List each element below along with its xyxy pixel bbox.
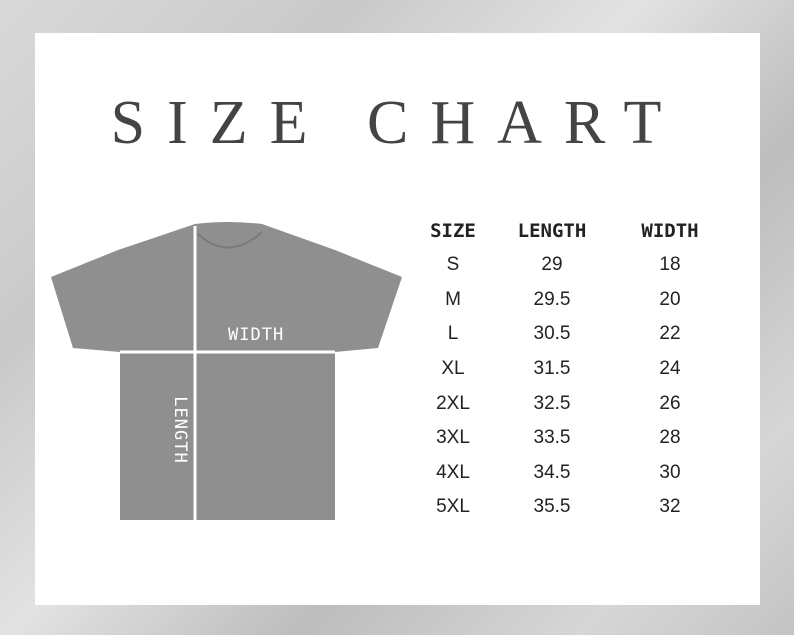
cell-width: 30: [659, 461, 681, 483]
table-row: 4XL 34.5 30: [416, 456, 726, 491]
size-table: SIZE LENGTH WIDTH S 29 18 M 29.5 20 L 30.5 22 XL 3…: [416, 214, 726, 525]
cell-length: 35.5: [533, 496, 571, 518]
cell-width: 26: [659, 392, 681, 414]
cell-length: 29.5: [533, 288, 571, 310]
table-row: XL 31.5 24: [416, 352, 726, 387]
cell-length: 34.5: [533, 461, 571, 483]
table-row: S 29 18: [416, 248, 726, 283]
cell-length: 32.5: [533, 392, 571, 414]
cell-length: 31.5: [533, 358, 571, 380]
table-header: SIZE LENGTH WIDTH: [416, 214, 726, 248]
collar: [197, 231, 263, 249]
cell-size: XL: [441, 358, 465, 380]
cell-length: 30.5: [533, 323, 571, 345]
cell-size: 5XL: [436, 496, 470, 518]
cell-size: 2XL: [436, 392, 470, 414]
cell-width: 22: [659, 323, 681, 345]
cell-size: M: [445, 288, 461, 310]
width-label: WIDTH: [228, 325, 285, 345]
header-length: LENGTH: [517, 220, 587, 242]
cell-size: 3XL: [436, 427, 470, 449]
table-row: M 29.5 20: [416, 283, 726, 318]
cell-length: 29: [541, 254, 563, 276]
length-label: LENGTH: [170, 396, 190, 464]
table-row: 5XL 35.5 32: [416, 490, 726, 525]
table-row: 2XL 32.5 26: [416, 386, 726, 421]
cell-size: L: [447, 323, 459, 345]
cell-size: S: [446, 254, 460, 276]
cell-width: 20: [659, 288, 681, 310]
table-row: L 30.5 22: [416, 317, 726, 352]
cell-width: 32: [659, 496, 681, 518]
cell-size: 4XL: [436, 461, 470, 483]
cell-width: 24: [659, 358, 681, 380]
cell-width: 28: [659, 427, 681, 449]
header-width: WIDTH: [641, 220, 699, 242]
table-row: 3XL 33.5 28: [416, 421, 726, 456]
cell-width: 18: [659, 254, 681, 276]
cell-length: 33.5: [533, 427, 571, 449]
tshirt-shape: [51, 222, 402, 520]
page-title: SIZE CHART: [110, 89, 684, 157]
header-size: SIZE: [430, 220, 476, 242]
